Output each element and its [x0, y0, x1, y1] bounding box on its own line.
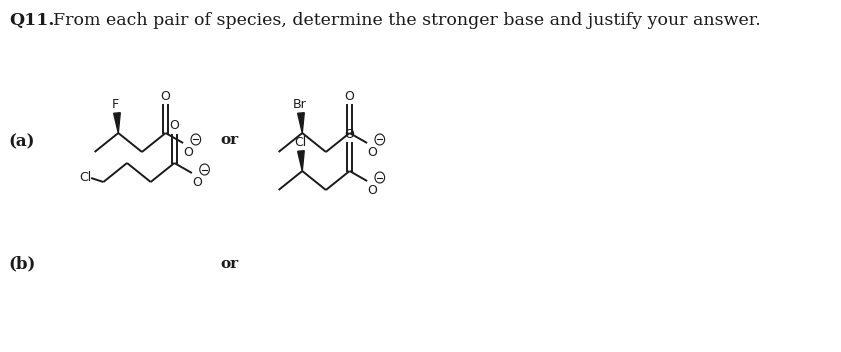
Text: or: or	[220, 133, 239, 147]
Text: Q11.: Q11.	[8, 12, 54, 29]
Text: Cl: Cl	[79, 171, 91, 184]
Polygon shape	[114, 113, 120, 133]
Text: O: O	[193, 176, 202, 189]
Polygon shape	[298, 151, 304, 171]
Text: O: O	[368, 146, 378, 159]
Text: F: F	[112, 98, 119, 111]
Text: or: or	[220, 257, 239, 271]
Text: O: O	[345, 127, 355, 140]
Text: Cl: Cl	[294, 136, 306, 149]
Text: O: O	[368, 184, 378, 197]
Text: O: O	[161, 89, 171, 102]
Text: (a): (a)	[8, 133, 35, 151]
Text: O: O	[169, 119, 179, 132]
Text: (b): (b)	[8, 256, 36, 272]
Polygon shape	[298, 113, 304, 133]
Text: O: O	[345, 89, 355, 102]
Text: O: O	[183, 146, 193, 159]
Text: Br: Br	[294, 98, 307, 111]
Text: From each pair of species, determine the stronger base and justify your answer.: From each pair of species, determine the…	[42, 12, 761, 29]
